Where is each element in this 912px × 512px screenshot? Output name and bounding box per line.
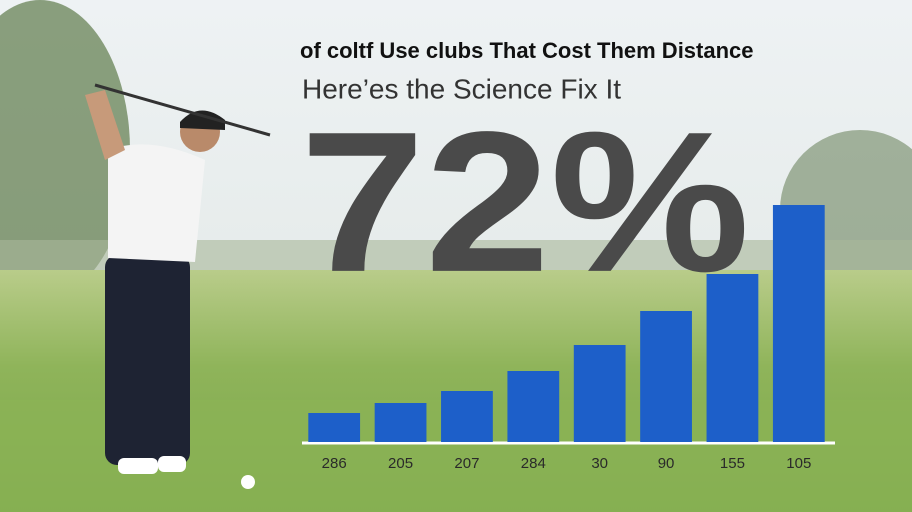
bar [706, 274, 759, 442]
x-tick-label: 155 [720, 455, 745, 472]
x-tick-label: 207 [454, 455, 479, 472]
chart-title: of coltf Use clubs That Cost Them Distan… [300, 38, 754, 63]
annotation: 72% [300, 91, 750, 314]
bar [441, 391, 493, 442]
chart-subtitle: Here’es the Science Fix It [302, 73, 621, 104]
x-tick-label: 286 [322, 455, 347, 472]
bar [374, 403, 427, 442]
bar [772, 205, 825, 442]
x-tick-label: 90 [658, 455, 675, 472]
x-tick-label: 284 [521, 455, 546, 472]
bar [308, 413, 361, 442]
x-tick-label: 30 [591, 455, 608, 472]
bar [640, 311, 692, 442]
x-tick-label: 105 [786, 455, 811, 472]
x-tick-label: 205 [388, 455, 413, 472]
bar [573, 345, 626, 442]
golfer [85, 83, 271, 489]
bar [507, 371, 560, 442]
